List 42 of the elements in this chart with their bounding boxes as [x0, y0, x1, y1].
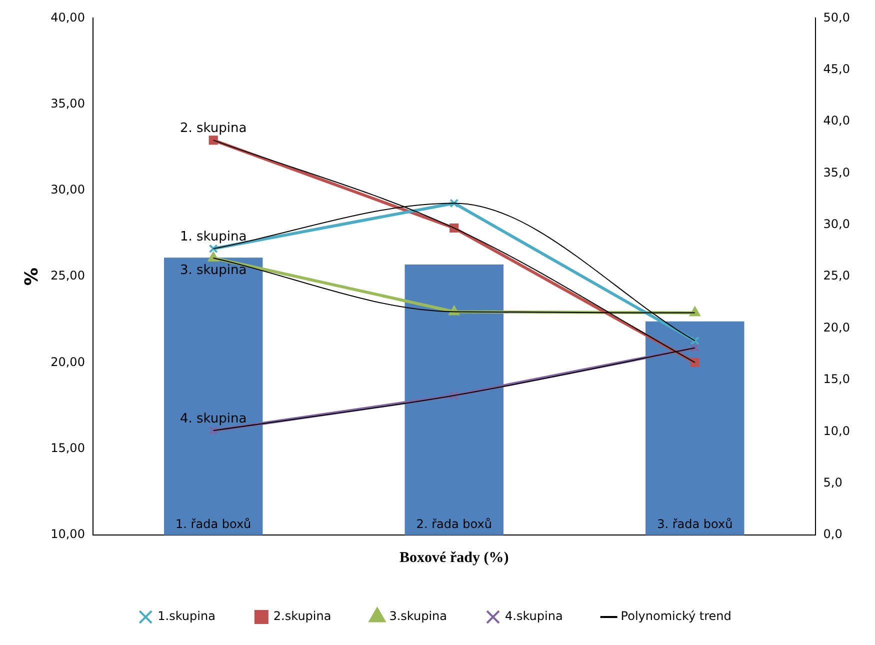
y2-tick-label: 5,0 — [823, 475, 842, 490]
y-tick-label: 40,00 — [50, 10, 85, 24]
y2-tick-label: 40,0 — [823, 114, 850, 128]
point — [208, 244, 218, 254]
legend-label: 3.skupina — [389, 609, 448, 624]
legend-label: Polynomický trend — [620, 609, 732, 624]
y2-tick-label: 45,0 — [823, 62, 850, 76]
point — [208, 136, 218, 145]
annotation: 4. skupina — [180, 411, 247, 426]
y-tick-label: 25,00 — [50, 268, 85, 283]
x-axis-title: Boxové řady (%) — [400, 550, 509, 566]
y2-tick-label: 25,0 — [823, 268, 850, 283]
point — [450, 390, 459, 400]
y2-tick-label: 50,0 — [823, 10, 850, 24]
legend-label: 2.skupina — [273, 609, 332, 624]
y2-tick-label: 0,0 — [823, 527, 842, 542]
y2-tick-label: 20,0 — [823, 320, 850, 334]
x-tick-label: 1. řada boxů — [176, 517, 252, 532]
y2-tick-label: 10,0 — [823, 424, 850, 438]
legend-label: 1.skupina — [158, 609, 216, 624]
y-tick-label: 10,00 — [50, 527, 85, 542]
y-axis-title: % — [21, 268, 42, 286]
annotation: 3. skupina — [180, 262, 247, 278]
point — [208, 252, 219, 262]
annotation: 1. skupina — [180, 230, 247, 245]
legend-label: 4.skupina — [505, 609, 563, 624]
y2-tick-label: 15,0 — [823, 372, 850, 386]
point — [208, 426, 218, 436]
annotation: 2. skupina — [180, 121, 247, 136]
x-tick-label: 2. řada boxů — [416, 517, 492, 532]
y-tick-label: 30,00 — [50, 182, 85, 197]
point — [450, 198, 459, 208]
y2-tick-label: 30,0 — [823, 217, 850, 232]
point — [690, 358, 700, 367]
y-tick-label: 20,00 — [50, 354, 85, 369]
y-tick-label: 15,00 — [50, 440, 85, 455]
point — [690, 336, 700, 346]
x-tick-label: 3. řada boxů — [657, 517, 733, 532]
point — [690, 343, 700, 352]
y2-tick-label: 35,0 — [823, 165, 850, 180]
point — [690, 306, 700, 316]
y-tick-label: 35,00 — [50, 96, 85, 110]
